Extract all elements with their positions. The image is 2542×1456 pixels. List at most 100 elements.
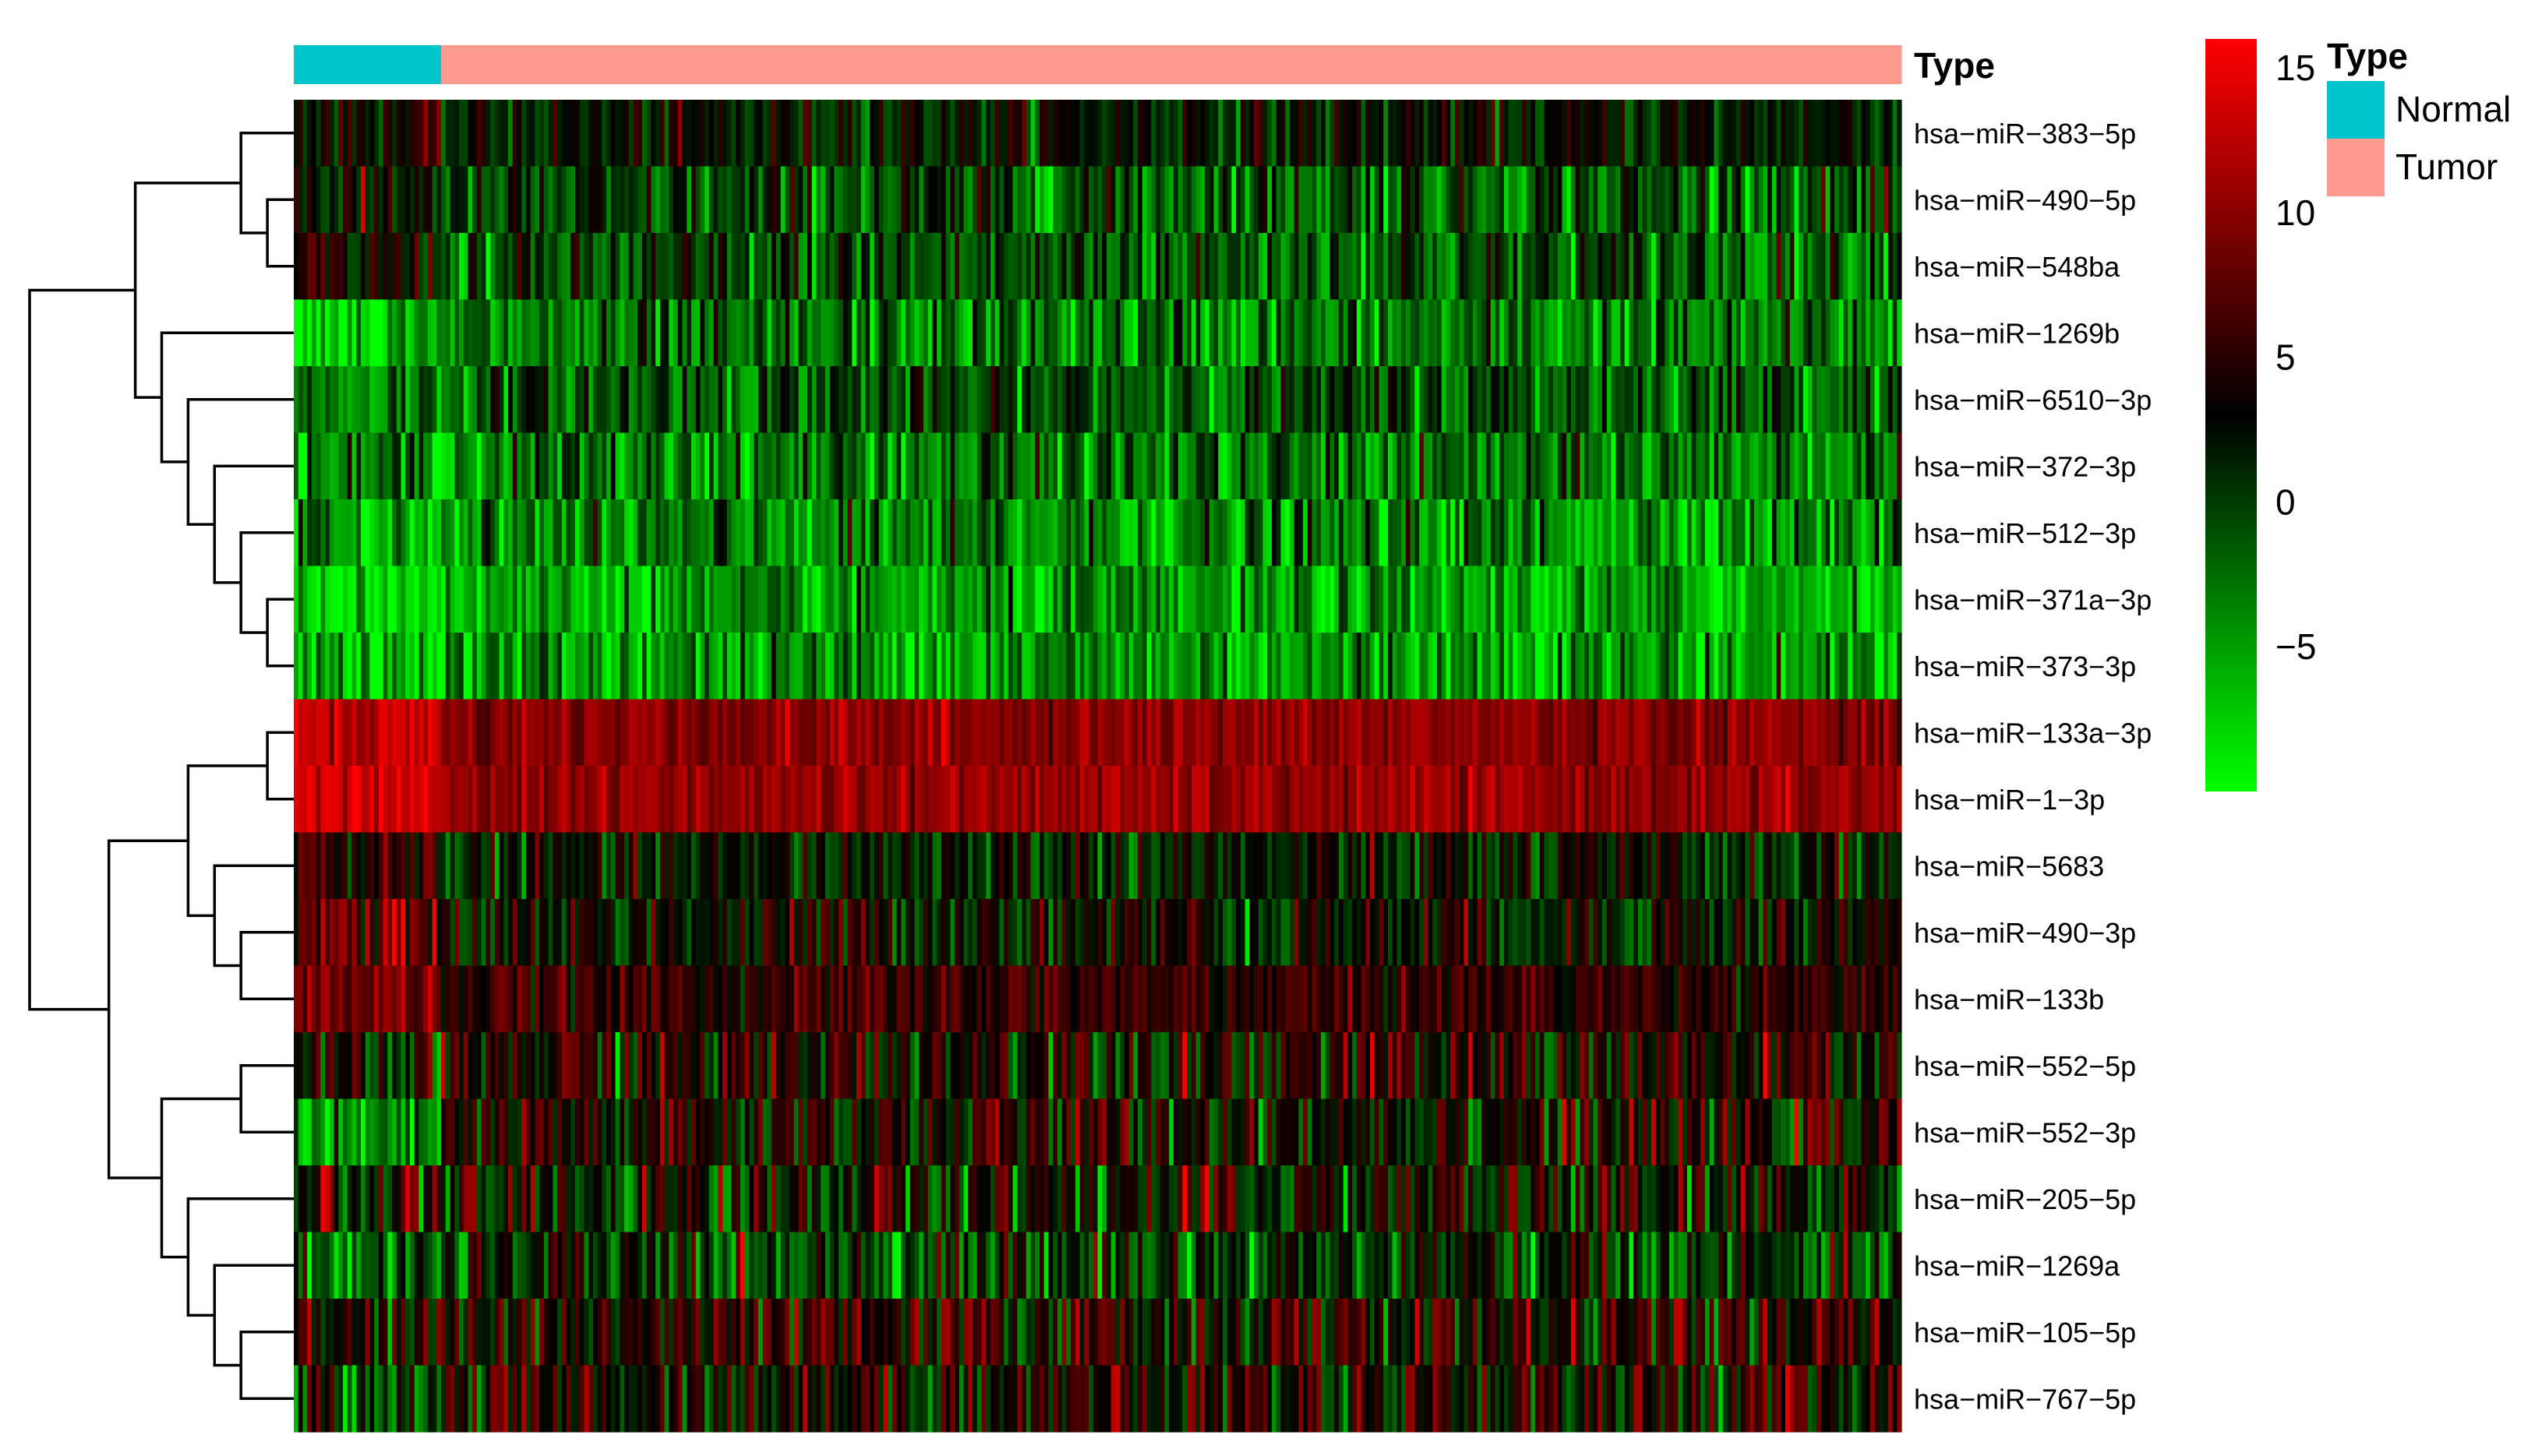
heatmap-cell — [1619, 299, 1626, 367]
heatmap-cell — [441, 432, 447, 500]
heatmap-cell — [1812, 166, 1817, 234]
heatmap-cell — [1856, 766, 1862, 834]
heatmap-cell — [530, 233, 536, 301]
heatmap-cell — [1110, 233, 1117, 301]
heatmap-cell — [789, 233, 795, 301]
heatmap-cell — [941, 766, 947, 834]
heatmap-cell — [1401, 432, 1407, 500]
heatmap-cell — [990, 299, 996, 367]
heatmap-cell — [592, 166, 598, 234]
heatmap-cell — [1271, 499, 1277, 567]
heatmap-cell — [485, 166, 491, 234]
heatmap-cell — [722, 633, 728, 700]
heatmap-cell — [1856, 299, 1862, 367]
heatmap-cell — [968, 965, 973, 1033]
heatmap-cell — [1205, 633, 1210, 700]
heatmap-cell — [1008, 899, 1014, 967]
heatmap-cell — [976, 100, 983, 167]
heatmap-cell — [1495, 233, 1500, 301]
heatmap-cell — [1486, 100, 1492, 167]
heatmap-cell — [1570, 566, 1576, 633]
heatmap-cell — [508, 233, 514, 301]
heatmap-cell — [981, 566, 987, 633]
heatmap-cell — [1714, 633, 1719, 700]
heatmap-cell — [1329, 832, 1335, 900]
heatmap-cell — [641, 366, 648, 434]
heatmap-cell — [1285, 432, 1290, 500]
heatmap-cell — [1142, 899, 1148, 967]
heatmap-cell — [986, 432, 991, 500]
heatmap-cell — [673, 633, 679, 700]
heatmap-cell — [659, 432, 666, 500]
heatmap-cell — [490, 366, 496, 434]
heatmap-cell — [1267, 100, 1273, 167]
heatmap-cell — [1463, 832, 1469, 900]
heatmap-cell — [914, 499, 920, 567]
heatmap-cell — [687, 832, 692, 900]
heatmap-cell — [1142, 699, 1148, 767]
heatmap-cell — [1195, 499, 1201, 567]
heatmap-cell — [1040, 299, 1045, 367]
heatmap-cell — [525, 432, 531, 500]
heatmap-cell — [811, 699, 817, 767]
heatmap-cell — [1499, 766, 1505, 834]
heatmap-cell — [1022, 499, 1027, 567]
heatmap-cell — [1191, 366, 1197, 434]
heatmap-cell — [1102, 499, 1107, 567]
heatmap-cell — [1767, 633, 1773, 700]
heatmap-cell — [624, 166, 630, 234]
heatmap-cell — [1624, 766, 1630, 834]
heatmap-cell — [539, 633, 545, 700]
heatmap-cell — [852, 699, 857, 767]
heatmap-cell — [1102, 166, 1107, 234]
heatmap-cell — [521, 366, 527, 434]
heatmap-cell — [459, 299, 464, 367]
heatmap-cell — [1530, 166, 1536, 234]
heatmap-cell — [432, 566, 437, 633]
heatmap-cell — [1307, 899, 1313, 967]
heatmap-cell — [1477, 899, 1482, 967]
heatmap-cell — [1477, 432, 1482, 500]
heatmap-cell — [1374, 699, 1380, 767]
heatmap-cell — [1598, 432, 1603, 500]
heatmap-cell — [450, 899, 455, 967]
heatmap-cell — [651, 699, 656, 767]
heatmap-cell — [888, 832, 893, 900]
heatmap-cell — [1767, 233, 1773, 301]
heatmap-cell — [641, 965, 648, 1033]
heatmap-cell — [1325, 899, 1331, 967]
heatmap-cell — [1714, 100, 1719, 167]
heatmap-cell — [1267, 299, 1273, 367]
heatmap-cell — [602, 965, 607, 1033]
heatmap-cell — [1307, 699, 1313, 767]
heatmap-cell — [1441, 366, 1447, 434]
heatmap-cell — [579, 965, 585, 1033]
heatmap-cell — [1405, 965, 1411, 1033]
heatmap-cell — [1298, 566, 1304, 633]
heatmap-cell — [1884, 899, 1889, 967]
heatmap-cell — [351, 766, 357, 834]
heatmap-cell — [1830, 166, 1835, 234]
heatmap-cell — [1735, 166, 1742, 234]
heatmap-cell — [1209, 499, 1215, 567]
heatmap-cell — [1374, 366, 1380, 434]
heatmap-cell — [1110, 166, 1117, 234]
heatmap-cell — [1285, 366, 1290, 434]
heatmap-cell — [1280, 899, 1286, 967]
heatmap-cell — [405, 499, 411, 567]
heatmap-cell — [1789, 633, 1795, 700]
heatmap-cell — [423, 633, 429, 700]
heatmap-cell — [771, 499, 777, 567]
heatmap-cell — [481, 766, 487, 834]
heatmap-cell — [1374, 566, 1380, 633]
heatmap-cell — [1307, 499, 1313, 567]
heatmap-cell — [1570, 499, 1576, 567]
heatmap-cell — [1004, 432, 1009, 500]
heatmap-cell — [374, 299, 380, 367]
heatmap-cell — [736, 499, 741, 567]
heatmap-cell — [1843, 832, 1848, 900]
heatmap-cell — [548, 965, 553, 1033]
heatmap-cell — [1254, 699, 1259, 767]
heatmap-cell — [1789, 432, 1795, 500]
heatmap-cell — [771, 299, 777, 367]
